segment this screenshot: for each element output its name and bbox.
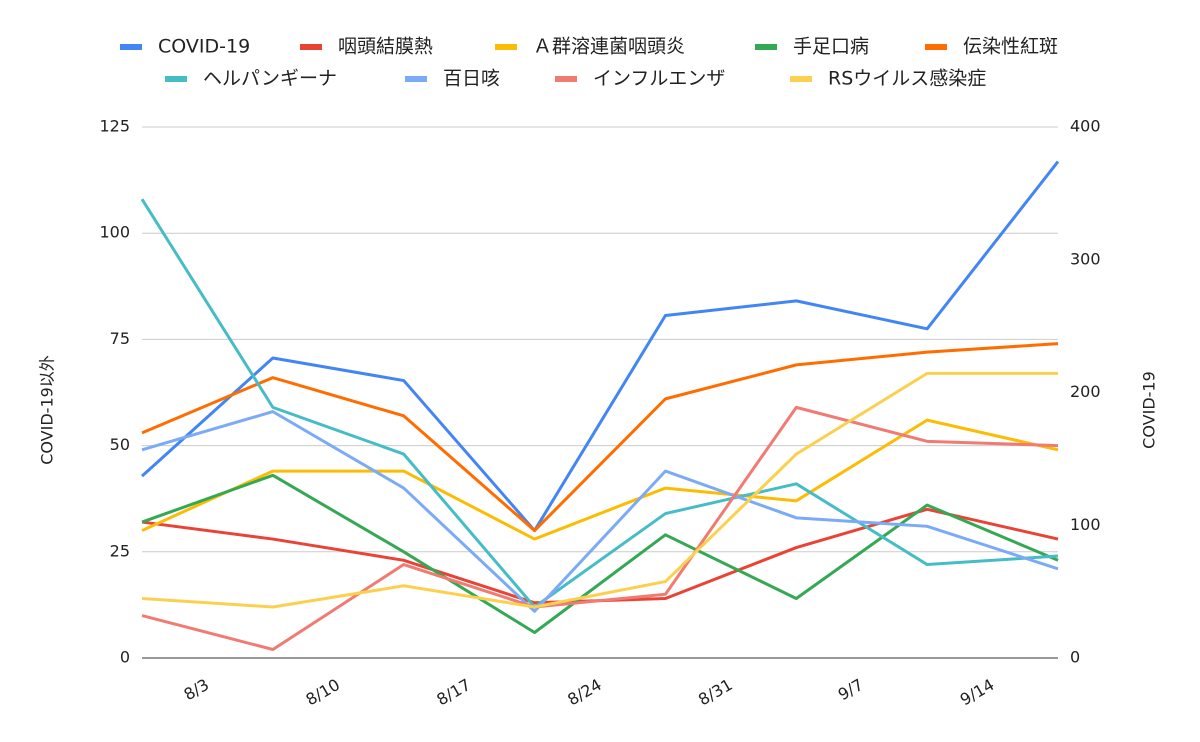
y-tick-label: 25 [110, 541, 130, 560]
y-tick-label: 100 [99, 223, 130, 242]
series-line [141, 507, 1059, 605]
series-line [141, 410, 1059, 613]
x-tick-label: 9/14 [957, 675, 998, 709]
x-tick-label: 8/3 [180, 675, 212, 704]
legend-label: 伝染性紅斑 [963, 36, 1058, 58]
x-tick-label: 8/24 [564, 675, 605, 709]
y-tick-label: 50 [110, 435, 130, 454]
y2-tick-label: 300 [1070, 249, 1101, 268]
y-tick-label: 0 [120, 648, 130, 667]
y-axis-title: COVID-19以外 [38, 355, 57, 465]
y2-tick-label: 0 [1070, 648, 1080, 667]
legend-label: 百日咳 [443, 68, 500, 90]
legend-label: 咽頭結膜熱 [338, 36, 433, 58]
y2-axis-title: COVID-19 [1140, 371, 1159, 449]
y2-tick-label: 200 [1070, 382, 1101, 401]
series-line [140, 160, 1060, 533]
x-tick-label: 8/31 [695, 675, 736, 709]
y2-tick-label: 400 [1070, 117, 1101, 136]
x-tick-label: 9/7 [835, 675, 867, 704]
y-tick-label: 75 [110, 329, 130, 348]
series-line [141, 371, 1058, 609]
legend-label: ヘルパンギーナ [203, 68, 337, 90]
series-line [140, 198, 1059, 609]
series-line [141, 405, 1059, 652]
legend-label: COVID-19 [158, 36, 250, 58]
series-line [141, 418, 1059, 541]
x-tick-label: 8/17 [433, 675, 474, 709]
series-line [141, 342, 1059, 533]
legend-label: Ａ群溶連菌咽頭炎 [533, 36, 685, 58]
series-line [141, 473, 1059, 635]
legend-label: RSウイルス感染症 [828, 68, 986, 90]
legend-label: インフルエンザ [593, 68, 725, 90]
legend-label: 手足口病 [793, 36, 869, 58]
y2-tick-label: 100 [1070, 515, 1101, 534]
x-tick-label: 8/10 [302, 675, 343, 709]
y-tick-label: 125 [99, 117, 130, 136]
